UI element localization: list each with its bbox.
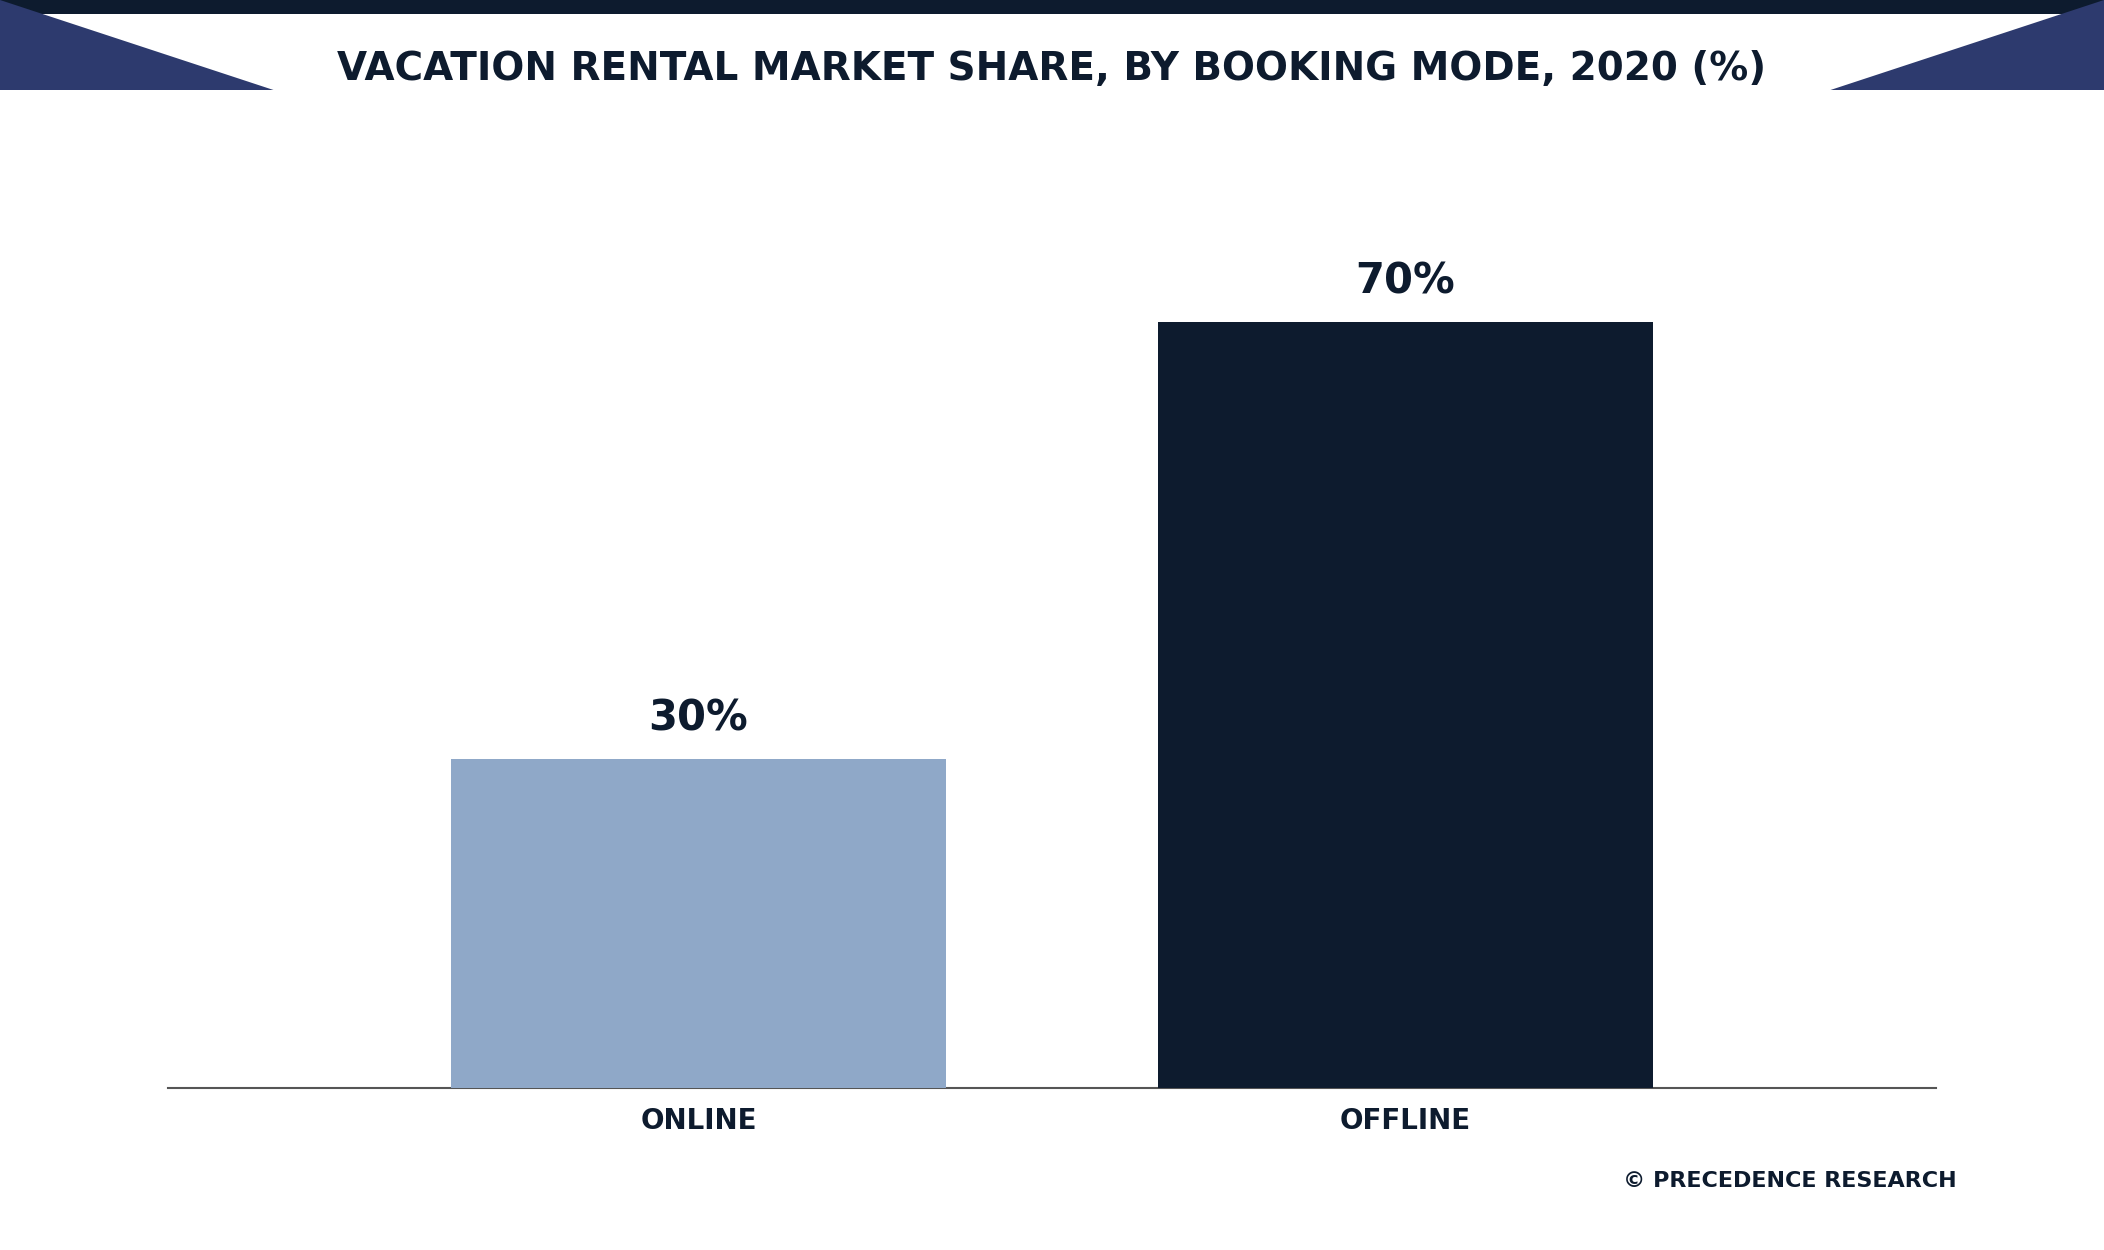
Bar bbox=[1157, 321, 1654, 1088]
Polygon shape bbox=[1830, 0, 2104, 90]
Text: 30%: 30% bbox=[648, 698, 749, 740]
Polygon shape bbox=[0, 0, 274, 90]
Text: 70%: 70% bbox=[1355, 260, 1456, 302]
Text: © PRECEDENCE RESEARCH: © PRECEDENCE RESEARCH bbox=[1622, 1171, 1957, 1191]
Bar bbox=[0, 0, 2104, 14]
Text: VACATION RENTAL MARKET SHARE, BY BOOKING MODE, 2020 (%): VACATION RENTAL MARKET SHARE, BY BOOKING… bbox=[337, 50, 1767, 88]
Bar bbox=[450, 759, 947, 1088]
